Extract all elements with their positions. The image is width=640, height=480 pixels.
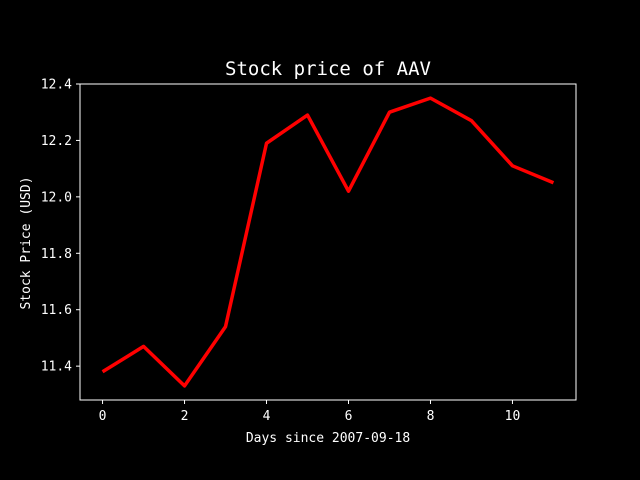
y-tick-label: 11.4 — [41, 360, 72, 375]
x-tick-label: 0 — [99, 409, 107, 424]
y-tick-label: 11.6 — [41, 303, 72, 318]
series-layer — [101, 96, 555, 388]
plot-area-frame — [79, 83, 577, 401]
y-tick-label: 12.4 — [41, 78, 72, 93]
y-tick-label: 12.0 — [41, 190, 72, 205]
x-tick-label: 2 — [181, 409, 189, 424]
y-axis-label: Stock Price (USD) — [19, 176, 34, 309]
axis-ticks: 0 2 4 6 8 10 11.4 11.6 11.8 12.0 12.2 12.4 — [41, 78, 521, 425]
chart-title: Stock price of AAV — [225, 58, 431, 80]
y-tick-label: 11.8 — [41, 247, 72, 262]
x-tick-label: 10 — [505, 409, 521, 424]
y-tick-label: 12.2 — [41, 134, 72, 149]
x-axis-label: Days since 2007-09-18 — [246, 431, 410, 446]
x-tick-label: 4 — [263, 409, 271, 424]
x-tick-label: 6 — [345, 409, 353, 424]
x-tick-label: 8 — [427, 409, 435, 424]
series-line — [101, 96, 555, 388]
